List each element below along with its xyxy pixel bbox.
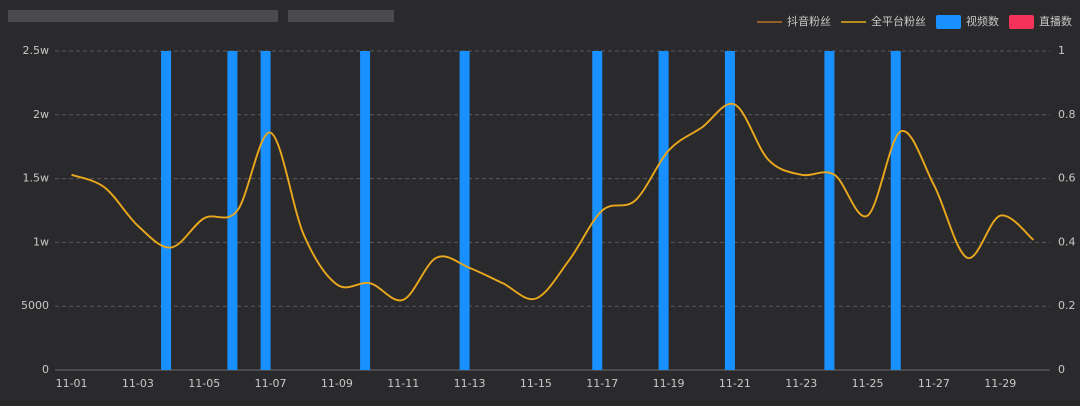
bar: [724, 51, 735, 370]
bar: [459, 51, 470, 370]
y-tick-label: 0: [42, 363, 49, 376]
y2-tick-label: 1: [1058, 44, 1065, 57]
x-tick-label: 11-19: [653, 377, 685, 390]
y-tick-label: 1.5w: [23, 172, 50, 185]
x-tick-label: 11-15: [520, 377, 552, 390]
blurred-title: [8, 10, 278, 22]
bar: [260, 51, 271, 370]
legend-label: 抖音粉丝: [787, 14, 831, 28]
x-tick-label: 11-09: [321, 377, 353, 390]
bar: [360, 51, 371, 370]
y-tick-label: 5000: [21, 299, 49, 312]
x-tick-label: 11-11: [387, 377, 419, 390]
bar: [658, 51, 669, 370]
y-tick-label: 2w: [33, 108, 49, 121]
legend-label: 直播数: [1039, 14, 1072, 28]
blurred-title: [288, 10, 394, 22]
x-tick-label: 11-01: [56, 377, 88, 390]
y-tick-label: 2.5w: [23, 44, 50, 57]
x-tick-label: 11-07: [255, 377, 287, 390]
x-tick-label: 11-05: [188, 377, 220, 390]
x-tick-label: 11-27: [918, 377, 950, 390]
bar: [227, 51, 238, 370]
x-tick-label: 11-29: [984, 377, 1016, 390]
bar: [890, 51, 901, 370]
y-tick-label: 1w: [33, 235, 49, 248]
y2-tick-label: 0.2: [1058, 299, 1076, 312]
x-tick-label: 11-03: [122, 377, 154, 390]
y2-tick-label: 0.4: [1058, 235, 1076, 248]
x-tick-label: 11-23: [785, 377, 817, 390]
x-tick-label: 11-13: [454, 377, 486, 390]
bar: [161, 51, 172, 370]
line: [71, 102, 1035, 302]
legend-label: 全平台粉丝: [871, 14, 926, 28]
x-tick-label: 11-25: [852, 377, 884, 390]
y2-tick-label: 0: [1058, 363, 1065, 376]
legend-swatch: [936, 15, 961, 29]
y2-tick-label: 0.6: [1058, 172, 1076, 185]
x-tick-label: 11-21: [719, 377, 751, 390]
bar: [824, 51, 835, 370]
legend-swatch: [1009, 15, 1034, 29]
y2-tick-label: 0.8: [1058, 108, 1076, 121]
bar: [592, 51, 603, 370]
legend-label: 视频数: [966, 14, 999, 28]
x-tick-label: 11-17: [586, 377, 618, 390]
